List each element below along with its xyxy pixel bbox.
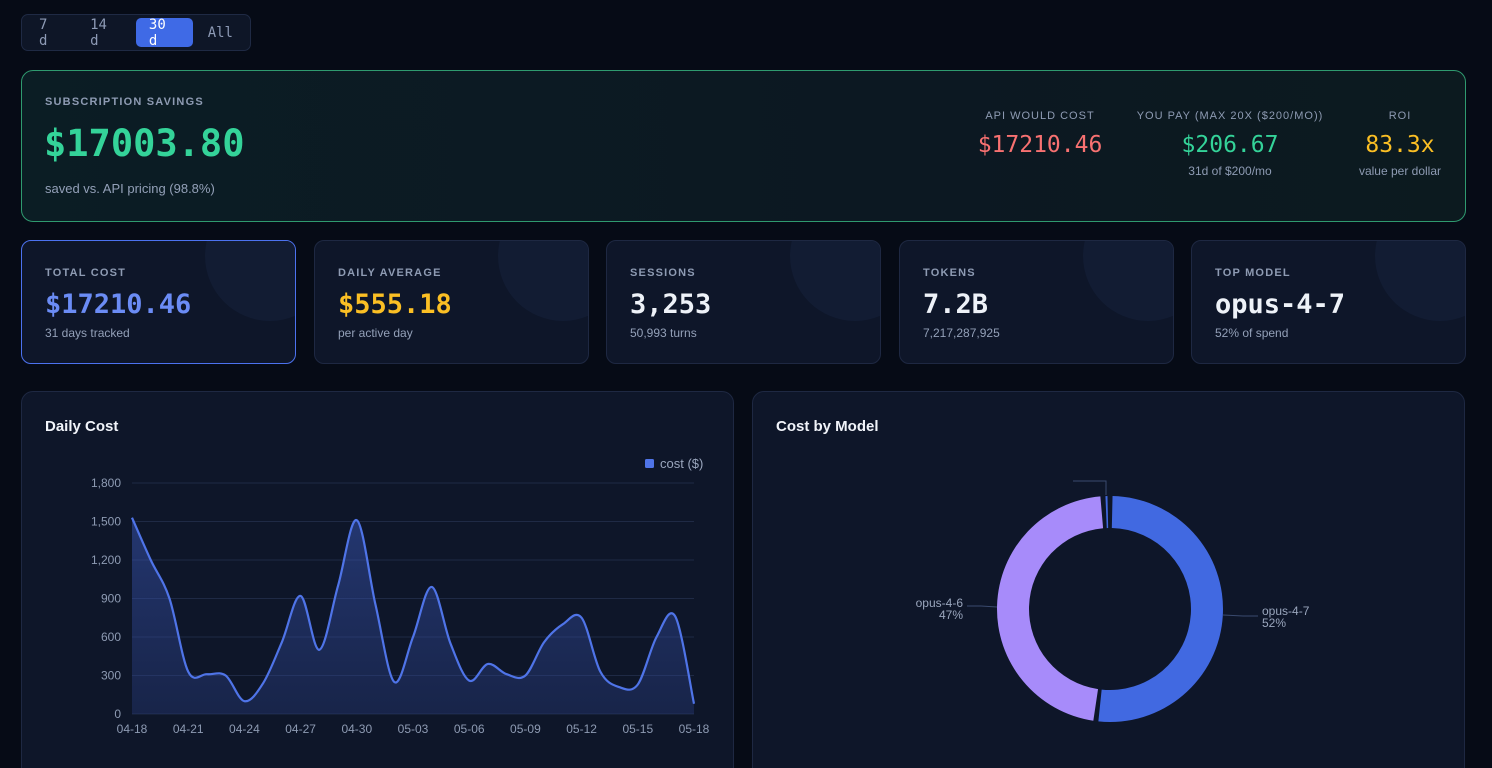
api-cost-column: API WOULD COST $17210.46 [960, 110, 1120, 158]
cost-by-model-chart: opus-4-752% opus-4-647% [916, 480, 1310, 722]
daily-cost-chart: 0 300 600 900 1,200 1,500 1,800 04-18 04-21 04-24… [91, 456, 710, 736]
stat-subtext: 52% of spend [1215, 326, 1289, 340]
stat-card-top-model[interactable]: TOP MODEL opus-4-7 52% of spend [1191, 240, 1466, 364]
stat-subtext: 7,217,287,925 [923, 326, 1000, 340]
x-tick-label: 04-27 [285, 722, 316, 736]
legend-swatch [645, 459, 654, 468]
stat-value: $555.18 [338, 289, 452, 320]
stat-label: TOTAL COST [45, 267, 127, 279]
roi-value: 83.3x [1365, 132, 1435, 158]
slice-label: opus-4-6 [916, 596, 964, 610]
y-tick-label: 600 [101, 630, 121, 644]
leader-line [967, 605, 998, 608]
you-pay-column: YOU PAY (MAX 20X ($200/MO)) $206.67 31d … [1130, 110, 1330, 178]
you-pay-label: YOU PAY (MAX 20X ($200/MO)) [1136, 110, 1324, 122]
slice-label: opus-4-7 [1262, 604, 1310, 618]
stat-card-sessions[interactable]: SESSIONS 3,253 50,993 turns [606, 240, 881, 364]
y-tick-label: 1,200 [91, 553, 121, 567]
daily-cost-title: Daily Cost [45, 418, 119, 435]
leader-line [1073, 480, 1107, 495]
range-tab-14d[interactable]: 14 d [90, 16, 107, 49]
range-tab-30d[interactable]: 30 d [135, 17, 193, 49]
stat-label: TOKENS [923, 267, 976, 279]
api-cost-label: API WOULD COST [985, 110, 1095, 122]
stat-card-total-cost[interactable]: TOTAL COST $17210.46 31 days tracked [21, 240, 296, 364]
x-tick-label: 05-09 [510, 722, 541, 736]
you-pay-value: $206.67 [1181, 132, 1279, 158]
x-tick-label: 05-03 [398, 722, 429, 736]
stat-card-daily-average[interactable]: DAILY AVERAGE $555.18 per active day [314, 240, 589, 364]
y-tick-label: 900 [101, 592, 121, 606]
x-tick-label: 04-18 [117, 722, 148, 736]
stat-card-tokens[interactable]: TOKENS 7.2B 7,217,287,925 [899, 240, 1174, 364]
daily-cost-panel: Daily Cost 0 300 600 900 1,200 1,500 1,800 04-1… [21, 391, 734, 768]
slice-label: 52% [1262, 616, 1286, 630]
y-tick-label: 1,800 [91, 476, 121, 490]
x-tick-label: 05-18 [679, 722, 710, 736]
cost-by-model-panel: Cost by Model opus-4-7 52% opus-4-6 47% [752, 391, 1465, 768]
api-cost-value: $17210.46 [977, 132, 1103, 158]
stat-value: $17210.46 [45, 289, 192, 320]
savings-subtext: saved vs. API pricing (98.8%) [45, 181, 215, 196]
stat-subtext: 31 days tracked [45, 326, 130, 340]
stat-label: SESSIONS [630, 267, 696, 279]
leader-line [1222, 614, 1258, 617]
x-tick-label: 05-06 [454, 722, 485, 736]
you-pay-subtext: 31d of $200/mo [1188, 164, 1272, 178]
x-tick-label: 04-24 [229, 722, 260, 736]
x-tick-label: 05-15 [622, 722, 653, 736]
roi-column: ROI 83.3x value per dollar [1350, 110, 1450, 178]
y-tick-label: 1,500 [91, 515, 121, 529]
stat-label: DAILY AVERAGE [338, 267, 442, 279]
savings-label: SUBSCRIPTION SAVINGS [45, 96, 204, 108]
y-tick-label: 300 [101, 669, 121, 683]
roi-label: ROI [1388, 110, 1412, 122]
cost-by-model-title: Cost by Model [776, 418, 879, 435]
x-tick-label: 04-21 [173, 722, 204, 736]
series-line-cost [130, 517, 696, 704]
x-tick-label: 05-12 [566, 722, 597, 736]
stat-label: TOP MODEL [1215, 267, 1291, 279]
y-tick-label: 0 [114, 707, 121, 721]
x-tick-label: 04-30 [341, 722, 372, 736]
stat-value: 3,253 [630, 289, 712, 320]
donut-slice-opus-4-7 [1098, 496, 1223, 722]
stat-subtext: 50,993 turns [630, 326, 697, 340]
savings-amount: $17003.80 [44, 122, 245, 165]
stat-value: opus-4-7 [1215, 289, 1346, 320]
stat-subtext: per active day [338, 326, 413, 340]
slice-label: 47% [939, 608, 963, 622]
donut-slice-slice-2 [1105, 496, 1109, 529]
stat-value: 7.2B [923, 289, 989, 320]
legend-label: cost ($) [660, 456, 703, 471]
area-fill [132, 517, 694, 714]
range-tab-all[interactable]: All [207, 24, 233, 41]
range-tabs: 7 d 14 d 30 d All [21, 14, 251, 51]
range-tab-7d[interactable]: 7 d [39, 16, 48, 49]
donut-slice-opus-4-6 [997, 496, 1104, 721]
subscription-savings-card: SUBSCRIPTION SAVINGS $17003.80 saved vs.… [21, 70, 1466, 222]
roi-subtext: value per dollar [1358, 164, 1442, 178]
